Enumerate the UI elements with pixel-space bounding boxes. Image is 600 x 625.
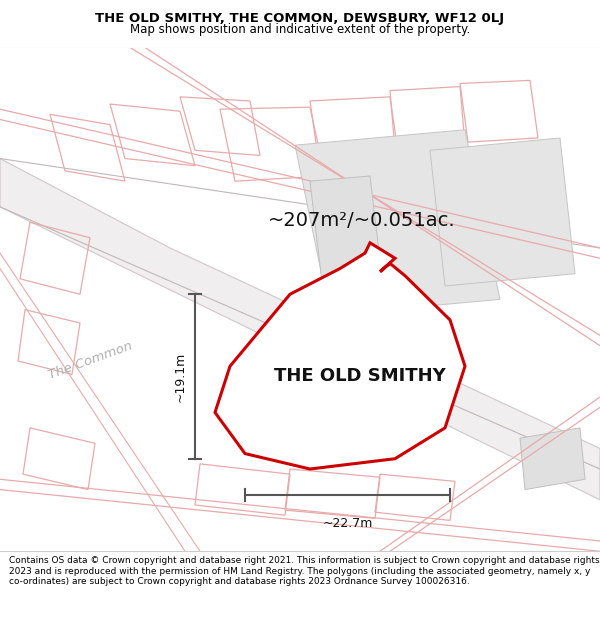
Text: THE OLD SMITHY: THE OLD SMITHY xyxy=(274,368,446,386)
Polygon shape xyxy=(215,243,465,469)
Polygon shape xyxy=(295,130,500,315)
Text: Map shows position and indicative extent of the property.: Map shows position and indicative extent… xyxy=(130,22,470,36)
Text: ~207m²/~0.051ac.: ~207m²/~0.051ac. xyxy=(268,211,455,230)
Text: The Common: The Common xyxy=(46,340,134,382)
Text: ~22.7m: ~22.7m xyxy=(322,518,373,531)
Polygon shape xyxy=(0,159,600,500)
Text: ~19.1m: ~19.1m xyxy=(173,351,187,402)
Polygon shape xyxy=(520,428,585,489)
Text: THE OLD SMITHY, THE COMMON, DEWSBURY, WF12 0LJ: THE OLD SMITHY, THE COMMON, DEWSBURY, WF… xyxy=(95,12,505,25)
Polygon shape xyxy=(310,176,395,392)
Polygon shape xyxy=(430,138,575,286)
Text: Contains OS data © Crown copyright and database right 2021. This information is : Contains OS data © Crown copyright and d… xyxy=(9,556,599,586)
